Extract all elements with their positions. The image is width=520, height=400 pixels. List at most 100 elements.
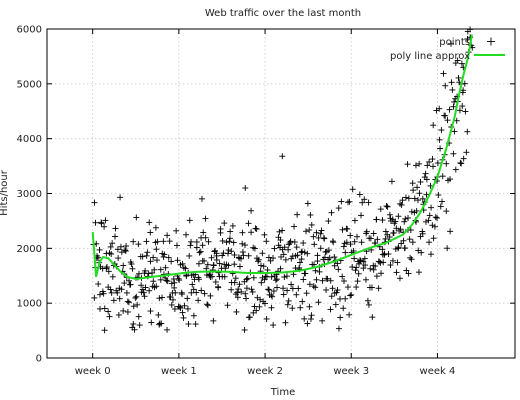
data-point xyxy=(179,260,186,267)
data-point xyxy=(346,198,353,205)
data-point xyxy=(325,218,332,225)
data-point xyxy=(234,294,241,301)
data-point xyxy=(147,308,154,315)
data-point xyxy=(419,230,426,237)
data-point xyxy=(278,253,285,260)
data-point xyxy=(418,249,425,256)
data-point xyxy=(362,276,369,283)
data-point xyxy=(258,262,265,269)
data-point xyxy=(139,253,146,260)
data-point xyxy=(440,70,447,77)
data-point xyxy=(331,254,338,261)
data-point xyxy=(180,314,187,321)
data-point xyxy=(297,304,304,311)
data-point xyxy=(103,265,110,272)
data-point xyxy=(464,128,471,135)
data-point xyxy=(265,286,272,293)
data-point xyxy=(108,251,115,258)
y-tick-label: 4000 xyxy=(17,134,42,145)
data-point xyxy=(270,288,277,295)
data-point xyxy=(434,160,441,167)
data-point xyxy=(405,214,412,221)
data-point xyxy=(447,176,454,183)
data-point xyxy=(361,255,368,262)
data-point xyxy=(188,238,195,245)
data-point xyxy=(236,281,243,288)
data-point xyxy=(387,262,394,269)
data-point xyxy=(193,238,200,245)
data-point xyxy=(130,320,137,327)
data-point xyxy=(164,278,171,285)
data-point xyxy=(424,162,431,169)
data-point xyxy=(393,269,400,276)
y-tick-label: 1000 xyxy=(17,299,42,310)
data-point xyxy=(392,218,399,225)
data-point xyxy=(171,284,178,291)
data-point xyxy=(171,306,178,313)
data-point xyxy=(435,192,442,199)
data-point xyxy=(296,259,303,266)
data-point xyxy=(354,278,361,285)
data-point xyxy=(185,320,192,327)
data-point xyxy=(458,160,465,167)
data-point xyxy=(133,293,140,300)
data-point xyxy=(390,229,397,236)
data-point xyxy=(198,195,205,202)
data-point xyxy=(423,176,430,183)
data-point xyxy=(339,226,346,233)
data-point xyxy=(157,276,164,283)
data-point xyxy=(397,200,404,207)
data-point xyxy=(246,314,253,321)
data-point xyxy=(361,196,368,203)
data-point xyxy=(373,273,380,280)
data-point xyxy=(430,122,437,129)
data-point xyxy=(419,195,426,202)
data-point xyxy=(123,289,130,296)
data-point xyxy=(143,238,150,245)
data-point xyxy=(160,238,167,245)
data-point xyxy=(368,284,375,291)
data-point xyxy=(202,215,209,222)
data-point xyxy=(460,155,467,162)
data-point xyxy=(128,261,135,268)
data-point xyxy=(183,231,190,238)
data-point xyxy=(193,289,200,296)
data-point xyxy=(293,244,300,251)
data-point xyxy=(169,296,176,303)
data-point xyxy=(293,291,300,298)
data-point xyxy=(340,305,347,312)
data-point xyxy=(142,267,149,274)
data-point xyxy=(146,287,153,294)
data-point xyxy=(110,297,117,304)
legend-points-marker xyxy=(487,37,495,46)
data-point xyxy=(101,327,108,334)
data-point xyxy=(98,220,105,227)
data-point xyxy=(135,270,142,277)
data-point xyxy=(357,258,364,265)
data-point xyxy=(260,263,267,270)
data-point xyxy=(206,272,213,279)
data-point xyxy=(95,281,102,288)
data-point xyxy=(388,178,395,185)
data-point xyxy=(431,223,438,230)
data-point xyxy=(312,284,319,291)
data-point xyxy=(337,314,344,321)
data-point xyxy=(335,205,342,212)
data-point xyxy=(422,170,429,177)
data-point xyxy=(106,313,113,320)
data-point xyxy=(131,326,138,333)
axis-ticks xyxy=(47,28,515,359)
data-point xyxy=(444,117,451,124)
data-point xyxy=(226,238,233,245)
data-point xyxy=(286,239,293,246)
data-point xyxy=(205,238,212,245)
data-point xyxy=(242,185,249,192)
data-point xyxy=(100,290,107,297)
data-point xyxy=(217,225,224,232)
data-point xyxy=(179,291,186,298)
data-point xyxy=(248,207,255,214)
data-point xyxy=(253,226,260,233)
data-point xyxy=(349,264,356,271)
data-point xyxy=(359,199,366,206)
data-point xyxy=(207,292,214,299)
